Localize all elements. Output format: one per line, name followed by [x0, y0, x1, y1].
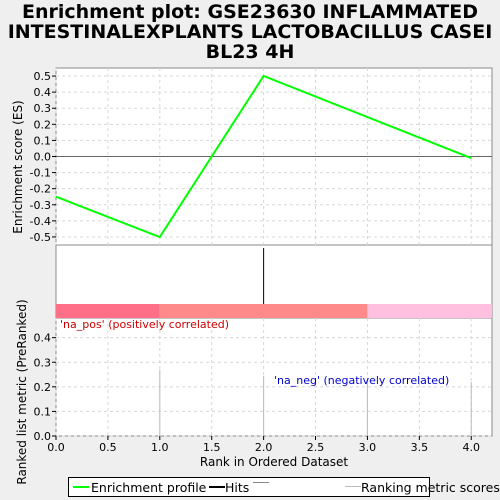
color-bar-segment-neg — [367, 304, 492, 318]
x-axis-label: Rank in Ordered Dataset — [200, 455, 348, 469]
ranked-grid — [55, 318, 492, 437]
es-y-tick-label: -0.2 — [30, 183, 51, 196]
color-bar-segment-pos-strong — [56, 304, 160, 318]
es-y-tick-label: 0.4 — [34, 86, 52, 99]
ranked-y-tick-label: 0.3 — [34, 356, 52, 369]
neg-annotation: 'na_neg' (negatively correlated) — [274, 374, 449, 387]
legend-metric-swatch — [345, 486, 361, 487]
legend-hits-swatch — [209, 486, 225, 488]
x-tick-label: 3.5 — [411, 441, 429, 454]
enrichment-profile-line — [55, 74, 472, 239]
x-tick-label: 1.5 — [203, 441, 221, 454]
es-y-tick-label: 0.0 — [34, 151, 52, 164]
x-tick-label: 4.0 — [462, 441, 480, 454]
ranked-y-axis-label: Ranked list metric (PreRanked) — [15, 299, 29, 484]
es-y-axis-label: Enrichment score (ES) — [11, 100, 25, 233]
x-tick-label: 2.5 — [307, 441, 325, 454]
es-y-tick-label: 0.1 — [34, 134, 52, 147]
hits-plot — [56, 248, 492, 318]
es-y-tick-label: -0.1 — [30, 167, 51, 180]
color-bar-segment-pos — [159, 304, 368, 318]
x-tick-label: 2.0 — [255, 441, 273, 454]
x-tick-label: 0.5 — [99, 441, 117, 454]
x-tick-label: 1.0 — [151, 441, 169, 454]
ranked-plot — [159, 369, 472, 436]
legend-metric-label: Ranking metric scores — [361, 480, 500, 495]
ranked-y-tick-label: 0.2 — [34, 381, 52, 394]
legend-blank-swatch — [253, 482, 269, 483]
ranked-y-tick-label: 0.1 — [34, 405, 52, 418]
chart-title: Enrichment plot: GSE23630 INFLAMMATED IN… — [0, 2, 500, 62]
es-y-tick-label: 0.5 — [34, 70, 52, 83]
x-tick-label: 0.0 — [47, 441, 65, 454]
legend-profile-label: Enrichment profile — [91, 480, 207, 495]
ranked-y-tick-label: 0.0 — [34, 430, 52, 443]
x-tick-label: 3.0 — [359, 441, 377, 454]
es-y-tick-label: -0.3 — [30, 199, 51, 212]
pos-annotation: 'na_pos' (positively correlated) — [60, 318, 229, 331]
es-plot — [55, 74, 492, 239]
chart-title-line-1: Enrichment plot: GSE23630 INFLAMMATED — [21, 1, 479, 23]
es-y-tick-label: 0.2 — [34, 118, 52, 131]
es-y-tick-label: -0.4 — [30, 215, 51, 228]
axes: 0.5 0.4 0.3 0.2 0.1 0.0 -0.1 -0.2 -0.3 -0.4 -0.5 0.… — [30, 70, 480, 454]
es-y-tick-label: 0.3 — [34, 102, 52, 115]
chart-title-line-3: BL23 4H — [205, 41, 295, 63]
legend: Enrichment profile Hits Ranking metric s… — [68, 477, 500, 497]
ranked-y-tick-label: 0.4 — [34, 332, 52, 345]
es-y-tick-label: -0.5 — [30, 231, 51, 244]
legend-hits-label: Hits — [225, 480, 250, 495]
legend-profile-swatch — [73, 486, 89, 488]
chart-title-line-2: INTESTINALEXPLANTS LACTOBACILLUS CASEI — [7, 21, 493, 43]
